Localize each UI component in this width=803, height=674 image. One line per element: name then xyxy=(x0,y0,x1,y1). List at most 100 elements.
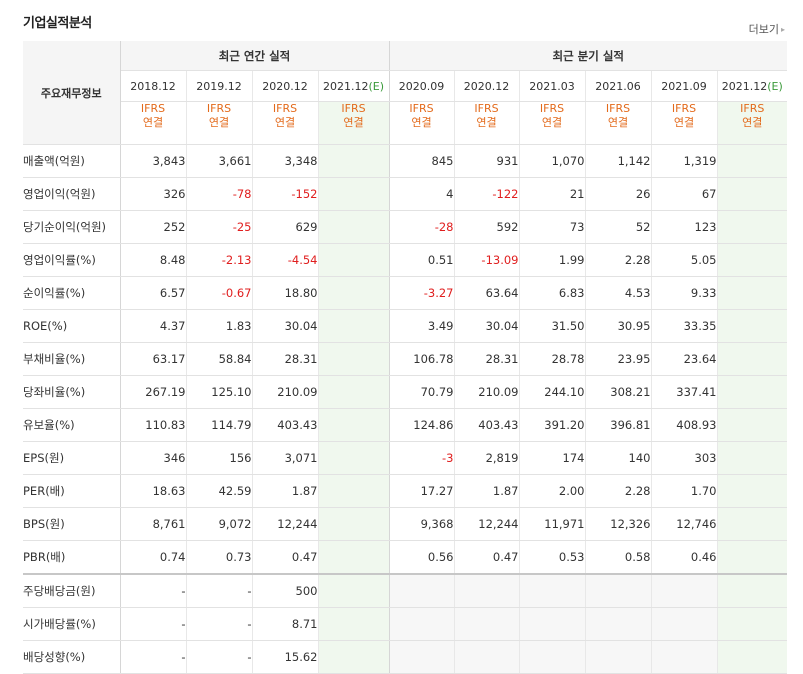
row-label: BPS(원) xyxy=(23,507,121,541)
value-cell: 52 xyxy=(584,210,651,244)
value-cell: 403.43 xyxy=(251,408,318,442)
period-date: 2019.12 xyxy=(196,79,242,93)
row-label: 배당성향(%) xyxy=(23,640,121,674)
period-date: 2018.12 xyxy=(130,79,176,93)
estimate-marker: (E) xyxy=(368,79,385,93)
ifrs-label: IFRS 연결 xyxy=(453,101,519,145)
value-cell xyxy=(716,276,787,310)
section-title: 기업실적분석 xyxy=(23,16,92,31)
ifrs-label: IFRS 연결 xyxy=(650,101,717,145)
header-annual: 최근 연간 실적 xyxy=(120,41,389,71)
value-cell: 0.56 xyxy=(388,540,454,575)
value-cell: -122 xyxy=(453,177,519,211)
more-label[interactable]: 더보기 xyxy=(748,23,779,36)
ifrs-line2: 연결 xyxy=(673,116,695,129)
value-cell xyxy=(317,474,389,508)
value-cell xyxy=(317,507,389,541)
value-cell: 123 xyxy=(650,210,717,244)
ifrs-line2: 연결 xyxy=(476,116,497,129)
value-cell: 9.33 xyxy=(650,276,717,310)
value-cell: 15.62 xyxy=(251,640,318,674)
row-label: 주당배당금(원) xyxy=(23,573,121,608)
table-row: PER(배) 18.63 42.59 1.87 17.27 1.87 2.00 2.28 1.7… xyxy=(23,474,787,508)
value-cell: 12,746 xyxy=(650,507,717,541)
table-row: ROE(%) 4.37 1.83 30.04 3.49 30.04 31.50 30.95 33… xyxy=(23,309,787,343)
row-label: ROE(%) xyxy=(23,309,121,343)
value-cell xyxy=(388,573,454,608)
ifrs-line2: 연결 xyxy=(742,116,763,129)
value-cell xyxy=(716,507,787,541)
table-row: 당기순이익(억원) 252 -25 629 -28 592 73 52 123 xyxy=(23,210,787,244)
value-cell: - xyxy=(120,640,186,674)
value-cell: 106.78 xyxy=(388,342,454,376)
row-label: 매출액(억원) xyxy=(23,144,121,178)
header-quarter: 최근 분기 실적 xyxy=(388,41,787,71)
value-cell: 18.63 xyxy=(120,474,186,508)
value-cell: 303 xyxy=(650,441,717,475)
value-cell xyxy=(716,342,787,376)
value-cell: 592 xyxy=(453,210,519,244)
period-header: 2021.12(E) xyxy=(317,70,389,102)
ifrs-label: IFRS 연결 xyxy=(518,101,585,145)
table-row: 매출액(억원) 3,843 3,661 3,348 845 931 1,070 1,142 1,… xyxy=(23,144,787,178)
row-label: 영업이익률(%) xyxy=(23,243,121,277)
ifrs-line1: IFRS xyxy=(272,102,298,115)
table-row: BPS(원) 8,761 9,072 12,244 9,368 12,244 11,971 1… xyxy=(23,507,787,541)
period-header: 2021.12(E) xyxy=(716,70,787,102)
value-cell xyxy=(317,441,389,475)
value-cell: 17.27 xyxy=(388,474,454,508)
value-cell: 2,819 xyxy=(453,441,519,475)
value-cell xyxy=(716,210,787,244)
table-row: PBR(배) 0.74 0.73 0.47 0.56 0.47 0.53 0.58 0.46 xyxy=(23,540,787,575)
value-cell: 70.79 xyxy=(388,375,454,409)
value-cell: 931 xyxy=(453,144,519,178)
value-cell: 4.53 xyxy=(584,276,651,310)
value-cell xyxy=(317,309,389,343)
period-date: 2021.09 xyxy=(661,79,707,93)
value-cell: 0.47 xyxy=(453,540,519,575)
row-label: 유보율(%) xyxy=(23,408,121,442)
value-cell: -152 xyxy=(251,177,318,211)
ifrs-line1: IFRS xyxy=(474,102,499,115)
row-label: 순이익률(%) xyxy=(23,276,121,310)
value-cell: 140 xyxy=(584,441,651,475)
value-cell xyxy=(317,573,389,608)
value-cell xyxy=(716,144,787,178)
value-cell: 0.73 xyxy=(185,540,252,575)
value-cell xyxy=(317,276,389,310)
value-cell xyxy=(650,640,717,674)
value-cell: 4.37 xyxy=(120,309,186,343)
value-cell: 0.47 xyxy=(251,540,318,575)
value-cell: 42.59 xyxy=(185,474,252,508)
more-link[interactable]: 더보기 ▸ xyxy=(749,21,785,37)
ifrs-label: IFRS 연결 xyxy=(388,101,454,145)
row-label: 부채비율(%) xyxy=(23,342,121,376)
value-cell xyxy=(716,441,787,475)
value-cell: 6.57 xyxy=(120,276,186,310)
value-cell: 174 xyxy=(518,441,585,475)
value-cell xyxy=(388,640,454,674)
value-cell: 0.51 xyxy=(388,243,454,277)
table-row: 유보율(%) 110.83 114.79 403.43 124.86 403.43 391.… xyxy=(23,408,787,442)
row-label: PER(배) xyxy=(23,474,121,508)
value-cell: 4 xyxy=(388,177,454,211)
value-cell: 33.35 xyxy=(650,309,717,343)
value-cell xyxy=(716,474,787,508)
value-cell: -3 xyxy=(388,441,454,475)
value-cell: 1.83 xyxy=(185,309,252,343)
period-date: 2021.12 xyxy=(721,79,768,93)
value-cell xyxy=(716,540,787,575)
value-cell: 210.09 xyxy=(453,375,519,409)
table-row: 주당배당금(원) - -500 xyxy=(23,573,787,608)
value-cell: 1.70 xyxy=(650,474,717,508)
value-cell xyxy=(716,408,787,442)
value-cell: 1.87 xyxy=(251,474,318,508)
table-row: 영업이익(억원) 326 -78 -152 4 -122 21 26 67 xyxy=(23,177,787,211)
value-cell xyxy=(716,640,787,674)
period-date: 2021.03 xyxy=(529,79,575,93)
value-cell: 124.86 xyxy=(388,408,454,442)
period-date: 2020.09 xyxy=(398,79,445,93)
period-header: 2019.12 xyxy=(185,70,252,102)
ifrs-label: IFRS 연결 xyxy=(120,101,186,145)
